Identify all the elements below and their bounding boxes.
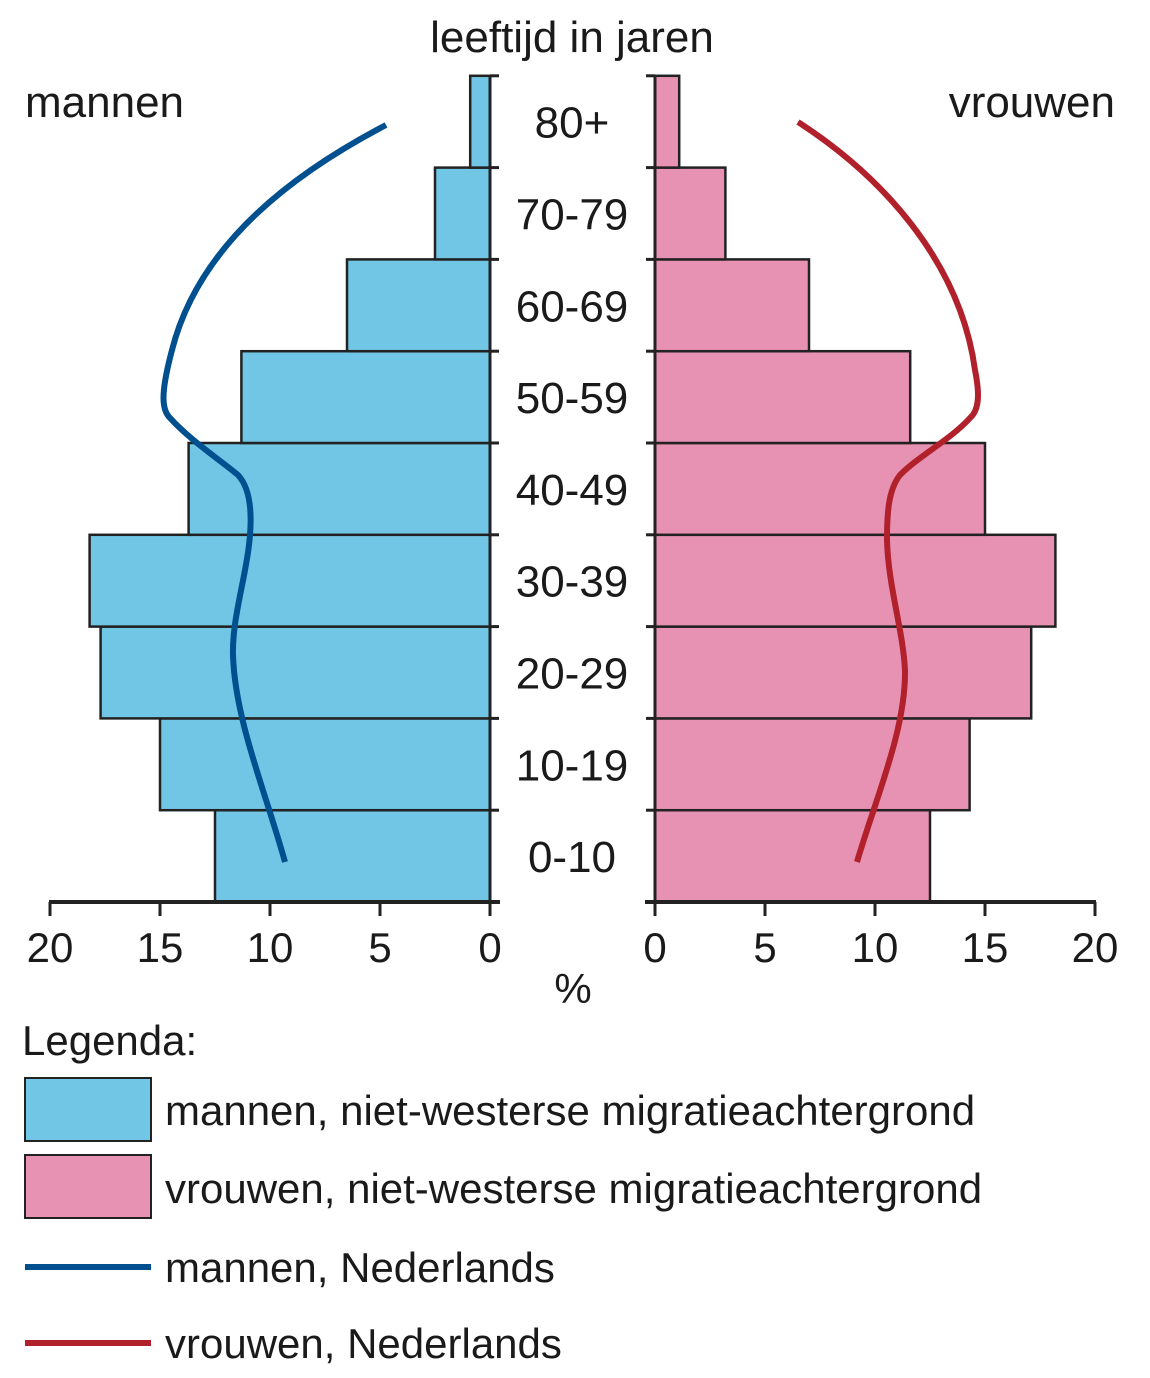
axes: 0 0 5 5 10 10 15 15 20 20: [27, 74, 1119, 971]
x-tick-label: 20: [1072, 924, 1119, 971]
bar-women-30-39: [653, 533, 1057, 628]
legend-item-women-dutch: vrouwen, Nederlands: [25, 1320, 562, 1367]
bar-men-80+: [468, 74, 492, 169]
bars-men-nonwestern: [88, 74, 492, 904]
bar-men-70-79: [433, 166, 492, 261]
bar-women-50-59: [653, 349, 912, 445]
age-label: 30-39: [516, 558, 629, 607]
legend-item-women-nonwestern: vrouwen, niet-westerse migratieachtergro…: [24, 1154, 982, 1219]
age-label: 80+: [535, 99, 610, 148]
bars-women-nonwestern: [653, 74, 1057, 904]
left-side-label: mannen: [25, 78, 184, 127]
bar-men-60-69: [345, 258, 492, 353]
legend-swatch-pink: [24, 1154, 152, 1219]
age-label: 60-69: [516, 282, 629, 331]
x-tick-label: 10: [247, 924, 294, 971]
legend-label: mannen, niet-westerse migratieachtergron…: [165, 1087, 975, 1134]
legend-label: vrouwen, Nederlands: [165, 1320, 562, 1367]
legend-item-men-nonwestern: mannen, niet-westerse migratieachtergron…: [24, 1077, 975, 1142]
line-women-dutch: [796, 119, 981, 863]
legend-title: Legenda:: [22, 1017, 197, 1064]
x-tick-label: 5: [753, 924, 776, 971]
x-tick-label: 10: [852, 924, 899, 971]
bar-men-50-59: [240, 349, 492, 445]
line-men-dutch: [160, 122, 388, 863]
x-axis-label: %: [554, 965, 591, 1012]
bar-men-30-39: [88, 533, 492, 628]
x-tick-label: 15: [962, 924, 1009, 971]
x-tick-label: 20: [27, 924, 74, 971]
bar-women-0-10: [653, 808, 932, 904]
age-label: 20-29: [516, 650, 629, 699]
legend-label: vrouwen, niet-westerse migratieachtergro…: [165, 1165, 982, 1212]
bar-men-0-10: [213, 808, 492, 904]
bar-women-20-29: [653, 625, 1033, 720]
bar-women-10-19: [653, 717, 971, 812]
legend-label: mannen, Nederlands: [165, 1244, 555, 1291]
legend-swatch-blue: [24, 1077, 152, 1142]
x-tick-label: 0: [478, 924, 501, 971]
bar-men-20-29: [99, 625, 492, 720]
bar-men-10-19: [158, 717, 492, 812]
age-label: 0-10: [528, 833, 616, 882]
legend-item-men-dutch: mannen, Nederlands: [25, 1244, 555, 1291]
x-tick-label: 15: [137, 924, 184, 971]
chart-title: leeftijd in jaren: [430, 13, 714, 62]
bar-women-40-49: [653, 441, 987, 537]
x-tick-label: 5: [368, 924, 391, 971]
bar-women-80+: [653, 74, 681, 169]
bar-women-60-69: [653, 258, 811, 353]
age-label: 70-79: [516, 191, 629, 240]
right-side-label: vrouwen: [949, 78, 1115, 127]
bar-women-70-79: [653, 166, 727, 261]
bar-men-40-49: [187, 441, 492, 537]
age-label: 10-19: [516, 741, 629, 790]
age-group-labels: 0-10 10-19 20-29 30-39 40-49 50-59 60-69 70-79 8…: [516, 99, 629, 882]
age-label: 40-49: [516, 466, 629, 515]
age-label: 50-59: [516, 374, 629, 423]
x-tick-label: 0: [643, 924, 666, 971]
